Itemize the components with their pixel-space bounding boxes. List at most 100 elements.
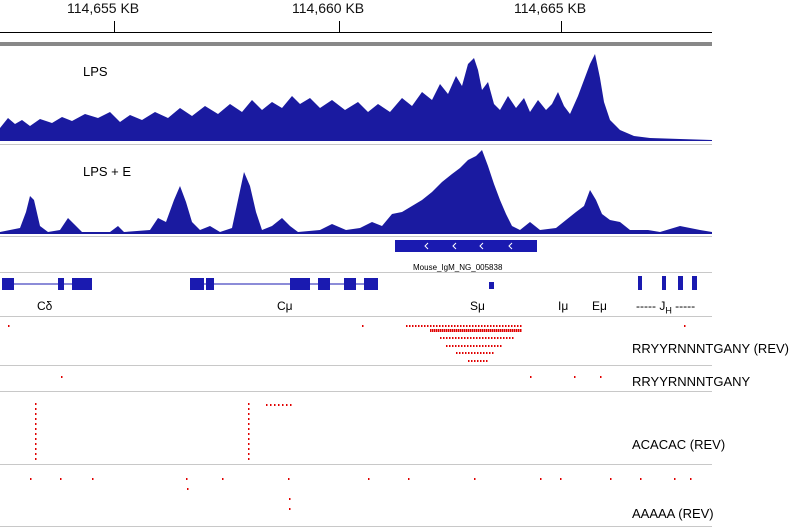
motif-hit — [470, 345, 472, 347]
motif-hit — [485, 337, 487, 339]
motif-hit — [415, 325, 417, 327]
motif-hit — [466, 325, 468, 327]
motif-hit — [362, 325, 364, 327]
motif-hit — [462, 352, 464, 354]
motif-hit — [248, 408, 250, 410]
motif-hit — [270, 404, 272, 406]
motif-hit — [456, 352, 458, 354]
gene-exon — [318, 278, 330, 290]
jh-segment — [662, 276, 666, 290]
motif-hit — [248, 443, 250, 445]
motif-hit — [514, 325, 516, 327]
motif-hit — [471, 360, 473, 362]
motif-hit — [462, 329, 464, 332]
motif-hit — [489, 352, 491, 354]
track-separator — [0, 272, 712, 273]
motif-hit — [467, 345, 469, 347]
motif-hit — [222, 478, 224, 480]
motif-hit — [491, 337, 493, 339]
track-separator — [0, 464, 712, 465]
motif-hit — [455, 337, 457, 339]
motif-hit — [450, 329, 452, 332]
motif-hit — [485, 345, 487, 347]
motif-hit — [492, 329, 494, 332]
feature-exon-small — [489, 282, 494, 289]
motif-hit — [486, 329, 488, 332]
motif-hit — [510, 329, 512, 332]
motif-hit — [518, 329, 520, 332]
gene-exon — [2, 278, 14, 290]
motif-hit — [479, 337, 481, 339]
jh-segment — [638, 276, 642, 290]
motif-hit — [412, 325, 414, 327]
motif-hit — [8, 325, 10, 327]
motif-hit — [35, 443, 37, 445]
region-label-jh: ----- JH ----- — [636, 299, 695, 315]
coverage-area-lps-e — [0, 150, 712, 234]
ruler-tick-label: 114,660 KB — [292, 0, 365, 16]
motif-hit — [478, 329, 480, 332]
motif-hit — [434, 329, 436, 332]
motif-hit — [186, 478, 188, 480]
motif-hit — [488, 329, 490, 332]
motif-hit — [490, 325, 492, 327]
motif-hit — [520, 325, 522, 327]
motif-hit — [487, 325, 489, 327]
motif-hit — [512, 329, 514, 332]
motif-hit — [35, 413, 37, 415]
motif-hit — [472, 329, 474, 332]
motif-hit — [35, 458, 37, 460]
motif-hit — [600, 376, 602, 378]
motif-hit — [459, 352, 461, 354]
motif-hit — [476, 329, 478, 332]
track-separator — [0, 391, 712, 392]
motif-label: RRYYRNNNTGANY (REV) — [632, 341, 789, 356]
motif-hit — [60, 478, 62, 480]
motif-hit — [452, 329, 454, 332]
motif-hit — [460, 325, 462, 327]
motif-hit — [463, 325, 465, 327]
motif-hit — [440, 337, 442, 339]
jh-segment — [678, 276, 683, 290]
motif-hit — [274, 404, 276, 406]
motif-hit — [560, 478, 562, 480]
motif-hit — [458, 345, 460, 347]
motif-hit — [436, 325, 438, 327]
motif-hit — [505, 325, 507, 327]
track-label: LPS — [83, 64, 108, 79]
motif-hit — [409, 325, 411, 327]
motif-hit — [454, 325, 456, 327]
motif-hit — [474, 352, 476, 354]
motif-hit — [493, 325, 495, 327]
motif-hit — [508, 329, 510, 332]
motif-hit — [530, 376, 532, 378]
motif-hit — [282, 404, 284, 406]
jh-subscript: H — [665, 305, 672, 316]
motif-hit — [430, 329, 432, 332]
motif-hit — [464, 329, 466, 332]
motif-hit — [490, 329, 492, 332]
motif-hit — [674, 478, 676, 480]
motif-hit — [497, 345, 499, 347]
motif-hit — [511, 325, 513, 327]
motif-hit — [408, 478, 410, 480]
gene-exon — [364, 278, 378, 290]
motif-hit — [516, 329, 518, 332]
motif-hit — [444, 329, 446, 332]
motif-hit — [248, 428, 250, 430]
motif-hit — [288, 478, 290, 480]
motif-hit — [684, 325, 686, 327]
sequence-bar[interactable] — [0, 42, 712, 46]
motif-hit — [482, 337, 484, 339]
motif-hit — [461, 337, 463, 339]
motif-hit — [509, 337, 511, 339]
motif-hit — [448, 325, 450, 327]
motif-hit — [498, 329, 500, 332]
motif-hit — [512, 337, 514, 339]
motif-hit — [406, 325, 408, 327]
motif-hit — [438, 329, 440, 332]
motif-hit — [486, 352, 488, 354]
motif-hit — [187, 488, 189, 490]
